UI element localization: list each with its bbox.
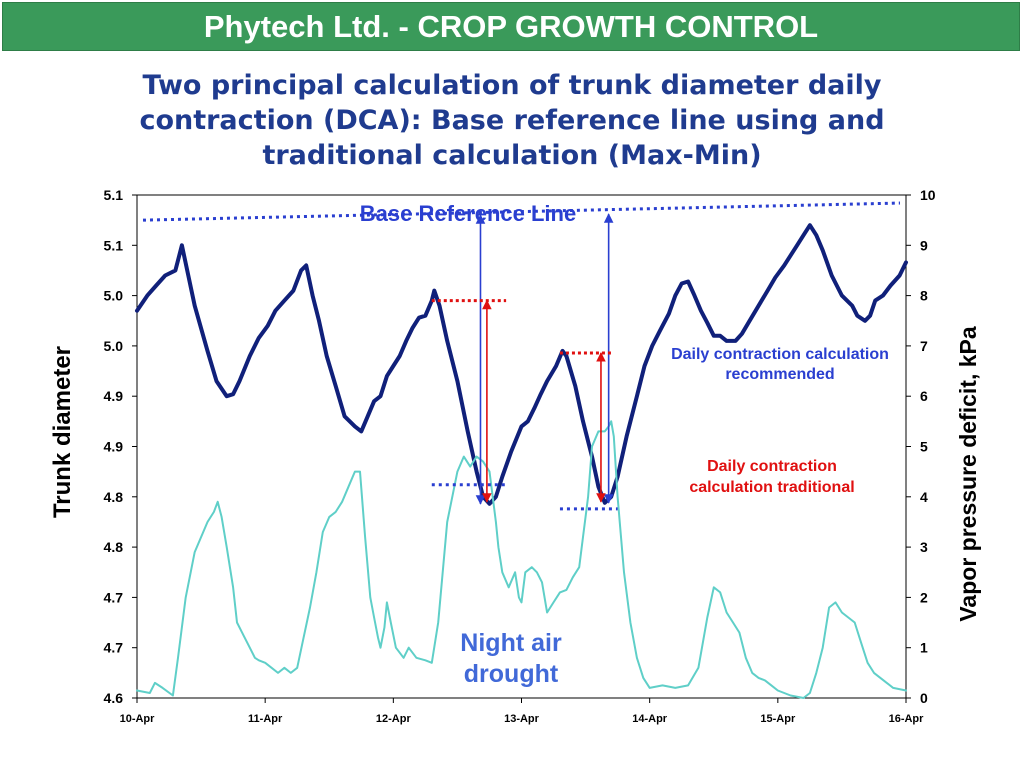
x-tick-label: 13-Apr [504, 713, 540, 725]
y-right-tick-label: 4 [920, 489, 928, 505]
x-tick-label: 12-Apr [376, 713, 412, 725]
base-reference-line [142, 201, 901, 222]
traditional-label: Daily contraction [707, 458, 837, 475]
y-right-tick-label: 9 [920, 237, 928, 253]
y-right-tick-label: 1 [920, 640, 928, 656]
y-right-tick-label: 0 [920, 690, 928, 706]
y-right-tick-label: 6 [920, 388, 928, 404]
x-tick-label: 10-Apr [120, 713, 156, 725]
y-left-tick-label: 5.0 [104, 338, 124, 354]
y-left-tick-label: 4.7 [104, 640, 124, 656]
plot-area [136, 194, 907, 699]
y-right-tick-label: 10 [920, 187, 936, 203]
y-right-tick-label: 5 [920, 439, 928, 455]
x-tick-label: 14-Apr [632, 713, 668, 725]
y-left-tick-label: 5.0 [104, 288, 124, 304]
y-right-axis-title: Vapor pressure deficit, kPa [955, 326, 981, 622]
axis-layer: 4.6 4.7 4.7 4.8 4.8 4.9 4.9 5.0 5.0 5.1 5.1 0 1 2 3 4 5 6… [104, 187, 936, 725]
y-left-tick-label: 4.9 [104, 439, 124, 455]
x-tick-label: 11-Apr [248, 713, 283, 725]
slide-title: Two principal calculation of trunk diame… [139, 70, 885, 171]
trunk-diameter-series [135, 223, 908, 506]
header-banner: Phytech Ltd. - CROP GROWTH CONTROL [2, 2, 1020, 51]
y-left-tick-label: 5.1 [104, 237, 124, 253]
y-right-tick-label: 8 [920, 288, 928, 304]
y-left-tick-label: 4.8 [104, 489, 124, 505]
y-left-axis-title: Trunk diameter [49, 346, 76, 518]
traditional-label-line2: calculation traditional [689, 479, 854, 496]
base-reference-label: Base Reference Line [360, 201, 576, 226]
y-left-tick-label: 4.9 [104, 388, 124, 404]
y-left-tick-label: 4.6 [104, 690, 124, 706]
recommended-label-line2: recommended [725, 366, 834, 383]
recommended-label: Daily contraction calculation [671, 346, 889, 363]
series-layer [135, 223, 908, 699]
x-tick-label: 16-Apr [889, 713, 925, 725]
annotation-layer: Base Reference Line Daily contraction cal… [142, 201, 901, 688]
plot-frame [136, 194, 907, 699]
x-tick-label: 15-Apr [760, 713, 796, 725]
y-left-tick-label: 4.7 [104, 589, 124, 605]
y-right-tick-label: 2 [920, 589, 928, 605]
night-air-label-line2: drought [464, 660, 559, 688]
y-left-tick-label: 4.8 [104, 539, 124, 555]
y-left-tick-label: 5.1 [104, 187, 124, 203]
night-air-label: Night air [460, 629, 562, 657]
label-layer: Trunk diameter Vapor pressure deficit, kP… [49, 326, 981, 622]
vpd-series [136, 420, 907, 699]
y-right-tick-label: 7 [920, 338, 928, 354]
y-right-tick-label: 3 [920, 539, 928, 555]
